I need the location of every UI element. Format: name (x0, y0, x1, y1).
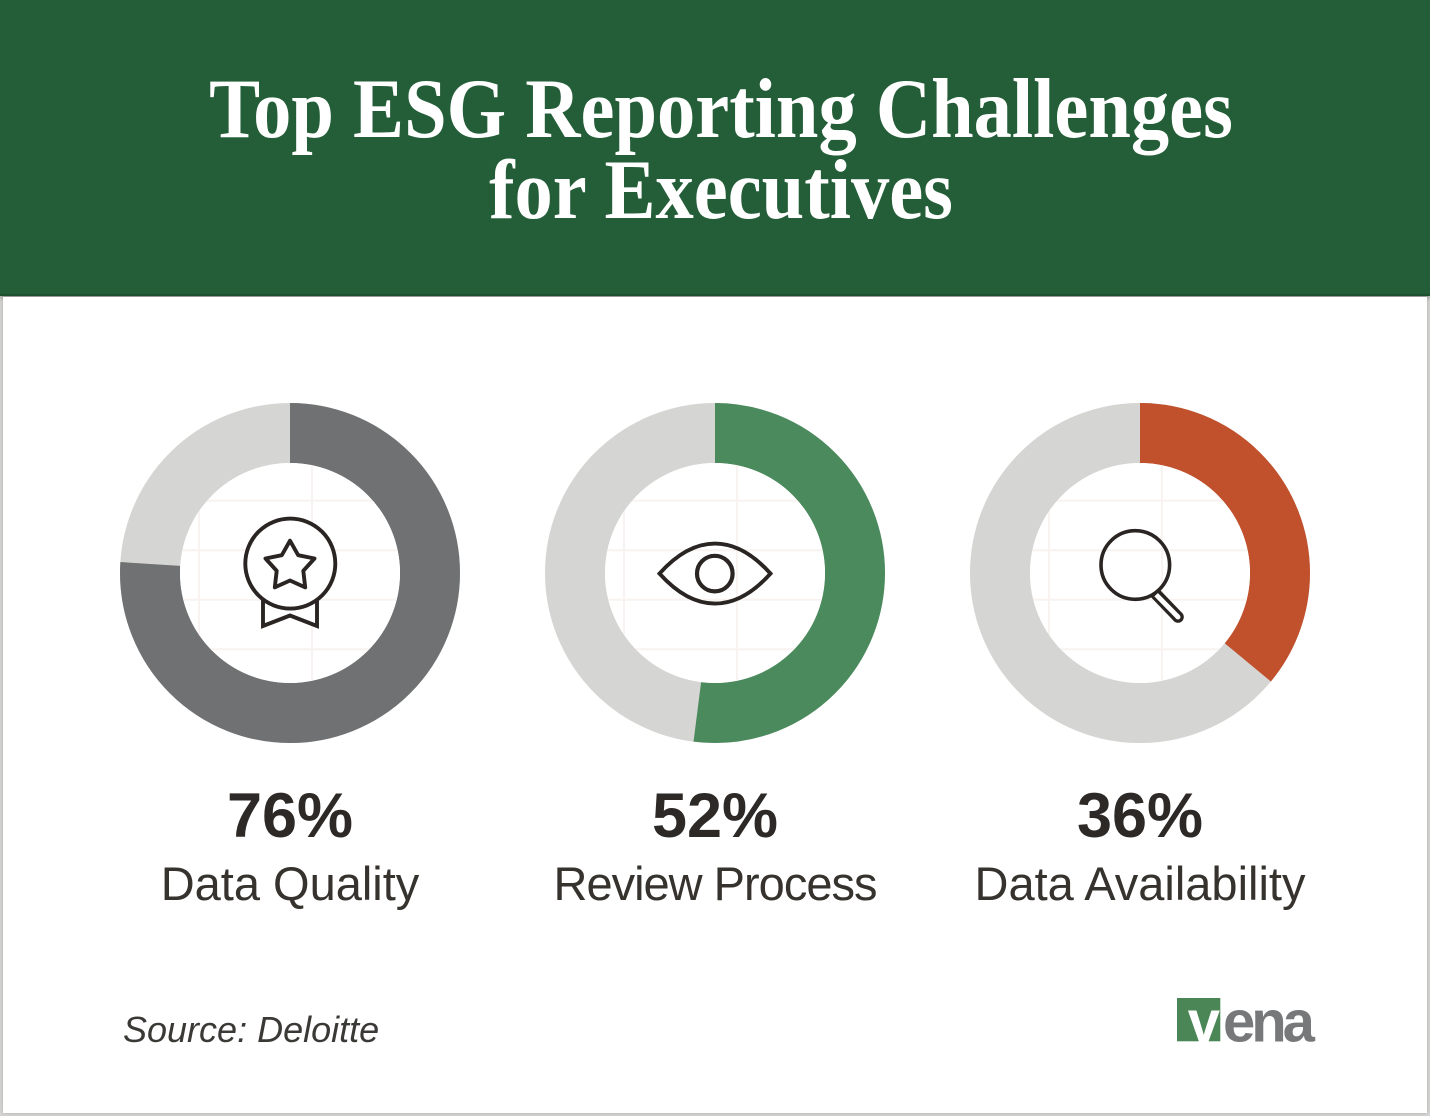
svg-text:v: v (1188, 990, 1220, 1055)
svg-text:ena: ena (1223, 990, 1316, 1055)
